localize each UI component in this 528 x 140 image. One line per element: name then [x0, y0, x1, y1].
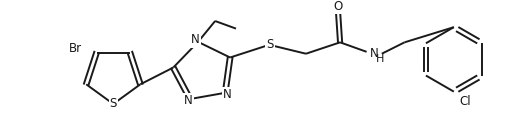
Text: N: N — [191, 33, 200, 46]
Text: O: O — [334, 0, 343, 13]
Text: H: H — [376, 54, 384, 64]
Text: N: N — [370, 47, 379, 60]
Text: Br: Br — [69, 42, 82, 55]
Text: Cl: Cl — [459, 95, 471, 108]
Text: S: S — [110, 97, 117, 110]
Text: N: N — [184, 94, 193, 107]
Text: S: S — [266, 38, 274, 51]
Text: N: N — [223, 88, 231, 101]
